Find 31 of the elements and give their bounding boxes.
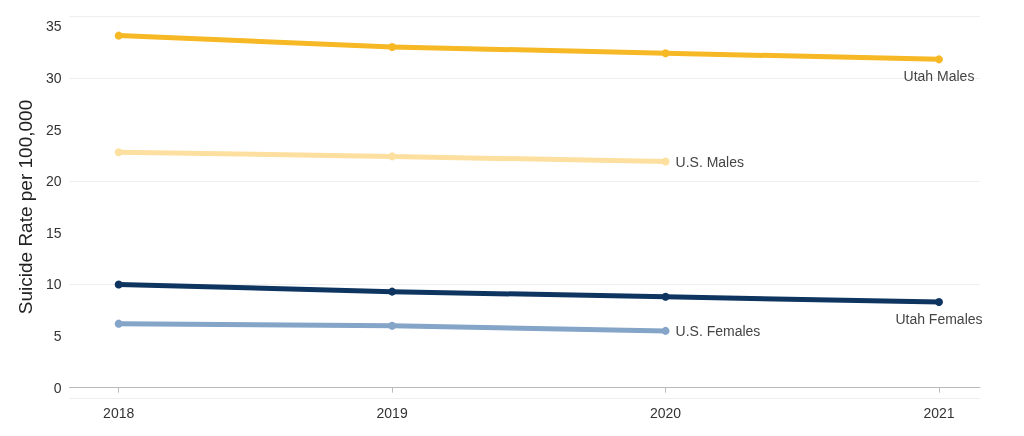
y-tick-label: 15: [45, 224, 62, 241]
y-tick-label: 20: [45, 173, 62, 190]
y-tick-label: 25: [45, 121, 62, 138]
series-label: U.S. Males: [675, 153, 745, 170]
point: [661, 326, 670, 335]
x-tick-label: 2019: [376, 405, 408, 421]
point: [661, 157, 670, 166]
point: [934, 297, 943, 306]
point: [388, 287, 397, 296]
x-tick-label: 2018: [103, 405, 135, 421]
series-label: U.S. Females: [675, 322, 761, 339]
point: [114, 319, 123, 328]
y-tick-label: 30: [45, 69, 62, 86]
y-tick-label: 10: [45, 276, 62, 293]
y-tick-label: 5: [53, 328, 62, 345]
point: [661, 292, 670, 301]
y-axis-title: Suicide Rate per 100,000: [15, 99, 36, 315]
point: [114, 280, 123, 289]
x-tick-label: 2020: [649, 405, 682, 421]
point: [388, 42, 397, 51]
series-label: Utah Males: [903, 68, 975, 85]
point: [388, 152, 397, 161]
point: [661, 49, 670, 58]
point: [114, 31, 123, 40]
point: [388, 321, 397, 330]
series-label: Utah Females: [895, 310, 983, 327]
point: [114, 148, 123, 157]
x-tick-label: 2021: [923, 405, 955, 421]
point: [934, 55, 943, 64]
y-tick-label: 0: [53, 379, 62, 396]
y-tick-label: 35: [45, 18, 62, 35]
